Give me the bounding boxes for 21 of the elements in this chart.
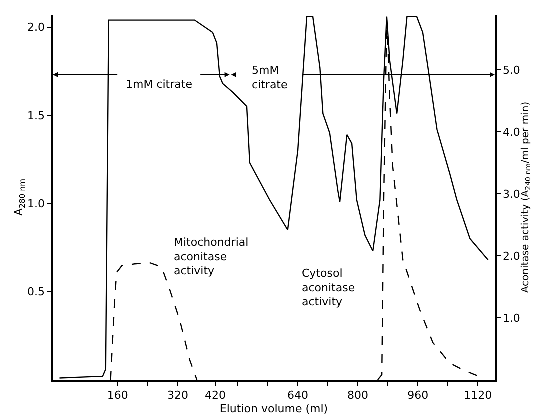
y2-tick-label: 3.0 [502, 188, 520, 201]
x-tick-label: 800 [348, 388, 369, 402]
y-tick-label: 1.0 [28, 198, 46, 211]
y2-tick-label: 1.0 [502, 312, 520, 325]
y-tick-label: 0.5 [28, 286, 46, 299]
annotation: 1mM citrate [126, 78, 193, 91]
x-tick-label: 1120 [464, 388, 492, 402]
y-tick-label: 2.0 [28, 21, 46, 34]
y2-tick-label: 5.0 [502, 64, 520, 77]
x-tick-label: 420 [204, 388, 226, 402]
annotation: Mitochondrial aconitase activity [174, 236, 249, 278]
y-tick-label: 1.5 [28, 109, 46, 122]
x-tick-label: 640 [288, 388, 309, 402]
x-tick-label: 320 [167, 388, 188, 402]
annotation: Cytosol aconitase activity [302, 267, 356, 309]
annotation: 5mM citrate [252, 64, 288, 92]
y2-tick-label: 4.0 [502, 126, 520, 139]
y2-tick-label: 2.0 [502, 250, 520, 263]
x-axis-title: Elution volume (ml) [220, 402, 328, 416]
x-tick-label: 960 [408, 388, 429, 402]
x-tick-label: 160 [107, 388, 128, 402]
